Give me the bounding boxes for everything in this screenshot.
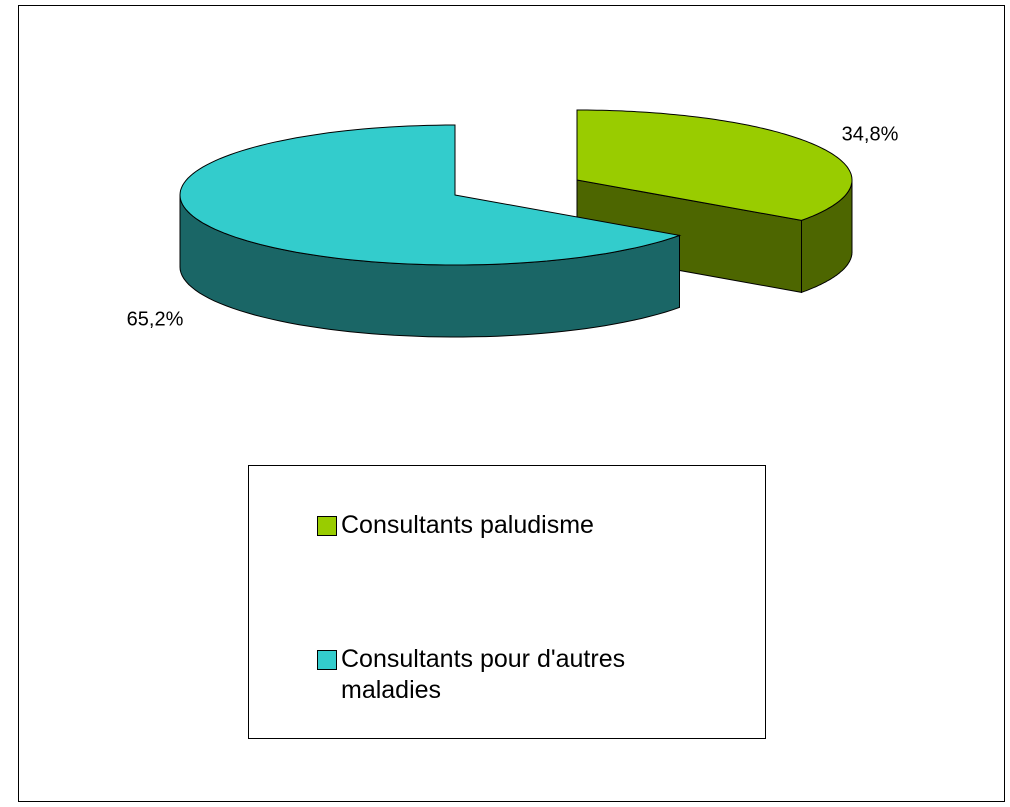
slice <box>576 109 853 221</box>
data-label: 65,2% <box>127 308 184 330</box>
legend-item: Consultants pour d'autres maladies <box>317 644 717 706</box>
chart-border <box>18 5 1005 802</box>
legend-label: Consultants paludisme <box>341 511 594 539</box>
pie: 34,8% 65,2% <box>127 109 899 338</box>
legend-swatch <box>317 650 337 670</box>
slice <box>179 124 682 266</box>
legend-swatch <box>317 516 337 536</box>
legend-item: Consultants paludisme <box>317 510 717 541</box>
legend-label: Consultants pour d'autres maladies <box>341 645 626 704</box>
legend: Consultants paludisme Consultants pour d'… <box>248 465 766 739</box>
data-label: 34,8% <box>842 123 899 145</box>
